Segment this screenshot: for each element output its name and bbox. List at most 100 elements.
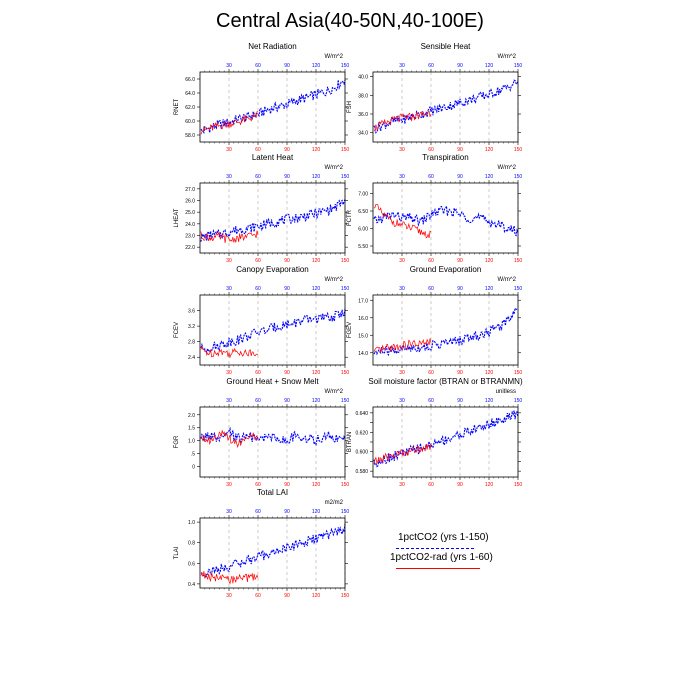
xtick-bottom-label-60: 60 [255, 593, 261, 599]
series-line-1pctco2-rad-yrs-1-60 [200, 111, 259, 135]
xtick-bottom-label-120: 120 [312, 258, 321, 264]
xtick-bottom-label-120: 120 [485, 482, 494, 488]
series-line-1pctco2-rad-yrs-1-60 [373, 443, 432, 465]
ytick-label: 27.0 [185, 187, 195, 193]
chart-ylabel-transpiration: FCTR [347, 209, 353, 226]
xtick-bottom-label-150: 150 [514, 482, 523, 488]
xtick-bottom-label-120: 120 [485, 258, 494, 264]
xtick-top-label-120: 120 [312, 509, 321, 515]
xtick-bottom-label-150: 150 [341, 370, 350, 376]
series-line-1pctco2-yrs-1-150 [373, 205, 519, 237]
xtick-top-label-150: 150 [341, 63, 350, 69]
xtick-bottom-label-30: 30 [226, 370, 232, 376]
ytick-label: 40.0 [358, 75, 368, 81]
chart-unit-total-lai: m2/m2 [325, 500, 344, 506]
xtick-bottom-label-120: 120 [312, 593, 321, 599]
chart-panel-total-lai: Total LAI m2/m2 TLAI 30 30 60 60 90 90 120 120 150 1… [174, 488, 349, 599]
ytick-label: 34.0 [358, 131, 368, 137]
chart-ylabel-net-radiation: RNET [174, 99, 180, 116]
series-line-1pctco2-rad-yrs-1-60 [200, 571, 259, 585]
chart-title-total-lai: Total LAI [257, 488, 288, 497]
xtick-bottom-label-60: 60 [255, 370, 261, 376]
chart-ylabel-ground-heat-snow-melt: FGR [174, 435, 180, 448]
xtick-top-label-60: 60 [255, 398, 261, 404]
ytick-label: 25.0 [185, 210, 195, 216]
series-line-1pctco2-rad-yrs-1-60 [373, 110, 432, 132]
xtick-top-label-90: 90 [457, 63, 463, 69]
xtick-bottom-label-60: 60 [428, 258, 434, 264]
ytick-label: 6.50 [358, 209, 368, 215]
xtick-top-label-150: 150 [341, 286, 350, 292]
xtick-top-label-30: 30 [226, 63, 232, 69]
plot-frame-ground-heat-snow-melt [199, 406, 346, 478]
plot-frame-net-radiation [199, 71, 346, 143]
xtick-top-label-120: 120 [312, 398, 321, 404]
series-line-1pctco2-yrs-1-150 [200, 426, 346, 447]
xtick-top-label-120: 120 [485, 286, 494, 292]
xtick-bottom-label-30: 30 [399, 147, 405, 153]
chart-unit-canopy-evaporation: W/m^2 [325, 277, 344, 283]
xtick-bottom-label-30: 30 [399, 258, 405, 264]
ytick-label: 0.620 [355, 430, 368, 436]
chart-title-soil-moisture-factor-btran-or-btranmn: Soil moisture factor (BTRAN or BTRANMN) [368, 377, 523, 386]
chart-title-sensible-heat: Sensible Heat [421, 42, 472, 51]
series-line-1pctco2-yrs-1-150 [200, 79, 346, 135]
legend-label-1pctco2: 1pctCO2 (yrs 1-150) [398, 532, 489, 543]
xtick-bottom-label-90: 90 [457, 258, 463, 264]
xtick-top-label-30: 30 [399, 63, 405, 69]
chart-title-latent-heat: Latent Heat [252, 153, 294, 162]
xtick-top-label-150: 150 [341, 174, 350, 180]
xtick-top-label-90: 90 [457, 174, 463, 180]
ytick-label: 1.5 [188, 426, 195, 432]
xtick-top-label-30: 30 [226, 286, 232, 292]
xtick-bottom-label-30: 30 [226, 258, 232, 264]
chart-panel-net-radiation: Net Radiation W/m^2 RNET 30 30 60 60 90 90 120 120… [174, 42, 349, 153]
xtick-top-label-150: 150 [514, 63, 523, 69]
plot-frame-canopy-evaporation [199, 294, 346, 366]
chart-panel-ground-heat-snow-melt: Ground Heat + Snow Melt W/m^2 FGR 30 30 60 60 9… [174, 377, 349, 488]
chart-unit-sensible-heat: W/m^2 [498, 54, 517, 60]
xtick-top-label-90: 90 [284, 509, 290, 515]
ytick-label: 15.0 [358, 333, 368, 339]
chart-title-ground-heat-snow-melt: Ground Heat + Snow Melt [226, 377, 319, 386]
xtick-bottom-label-90: 90 [284, 482, 290, 488]
xtick-bottom-label-30: 30 [399, 482, 405, 488]
series-line-1pctco2-rad-yrs-1-60 [200, 430, 259, 449]
ytick-label: 38.0 [358, 93, 368, 99]
xtick-top-label-90: 90 [284, 174, 290, 180]
xtick-bottom-label-90: 90 [284, 147, 290, 153]
xtick-top-label-90: 90 [284, 63, 290, 69]
series-line-1pctco2-rad-yrs-1-60 [373, 338, 432, 353]
xtick-bottom-label-60: 60 [428, 370, 434, 376]
chart-unit-latent-heat: W/m^2 [325, 165, 344, 171]
xtick-bottom-label-30: 30 [399, 370, 405, 376]
chart-ylabel-soil-moisture-factor-btran-or-btranmn: BTRAN [347, 432, 353, 452]
ytick-label: 2.0 [188, 413, 195, 419]
chart-unit-transpiration: W/m^2 [498, 165, 517, 171]
chart-panel-transpiration: Transpiration W/m^2 FCTR 30 30 60 60 90 90 120 120… [347, 153, 522, 264]
legend: 1pctCO2 (yrs 1-150) 1pctCO2-rad (yrs 1-6… [390, 530, 590, 580]
xtick-top-label-120: 120 [312, 63, 321, 69]
xtick-bottom-label-120: 120 [312, 370, 321, 376]
xtick-top-label-30: 30 [226, 509, 232, 515]
chart-panel-sensible-heat: Sensible Heat W/m^2 FSH 30 30 60 60 90 90 120 120 1… [347, 42, 522, 153]
plot-frame-latent-heat [199, 182, 346, 254]
xtick-bottom-label-60: 60 [255, 258, 261, 264]
chart-panel-canopy-evaporation: Canopy Evaporation W/m^2 FCEV 30 30 60 60 90 90 1… [174, 265, 349, 376]
xtick-top-label-90: 90 [457, 286, 463, 292]
ytick-label: 58.0 [185, 133, 195, 139]
chart-ylabel-sensible-heat: FSH [347, 101, 353, 113]
xtick-bottom-label-90: 90 [457, 147, 463, 153]
plot-frame-transpiration [372, 182, 519, 254]
xtick-bottom-label-150: 150 [514, 147, 523, 153]
chart-unit-soil-moisture-factor-btran-or-btranmn: unitless [496, 389, 516, 395]
ytick-label: 1.0 [188, 520, 195, 526]
chart-unit-ground-evaporation: W/m^2 [498, 277, 517, 283]
xtick-bottom-label-120: 120 [312, 482, 321, 488]
xtick-bottom-label-120: 120 [312, 147, 321, 153]
ytick-label: 36.0 [358, 112, 368, 118]
chart-title-ground-evaporation: Ground Evaporation [410, 265, 482, 274]
xtick-top-label-90: 90 [284, 398, 290, 404]
xtick-bottom-label-60: 60 [428, 482, 434, 488]
